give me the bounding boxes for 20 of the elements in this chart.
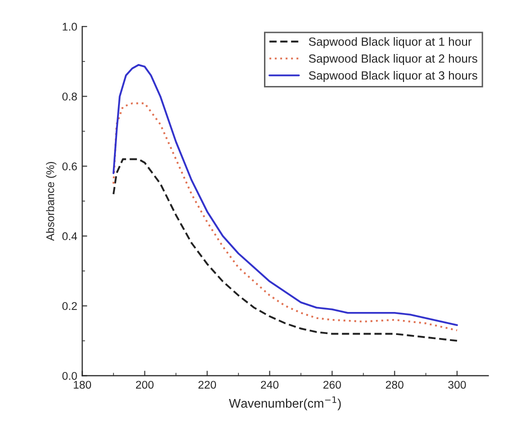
x-tick-label: 200 [136, 380, 154, 389]
x-tick-label: 280 [386, 380, 404, 389]
x-tick-label: 220 [198, 380, 216, 389]
y-tick-label: 0.8 [62, 92, 77, 100]
x-tick-label: 240 [260, 380, 278, 389]
line-series [112, 158, 458, 342]
x-axis-title: Wavenumber(cm$^{−1}$) [228, 396, 341, 410]
line-series [112, 102, 458, 332]
legend-label: Sapwood Black liquor at 3 hours [308, 70, 478, 82]
x-tick-label: 300 [448, 380, 466, 389]
y-axis-title: Absorbance (%) [46, 162, 56, 241]
y-tick-label: 1.0 [62, 22, 77, 31]
legend-label: Sapwood Black liquor at 2 hours [308, 54, 478, 66]
y-tick-label: 0.2 [62, 302, 77, 310]
y-tick-label: 0.0 [62, 372, 77, 380]
legend-label: Sapwood Black liquor at 1 hour [308, 37, 472, 48]
y-tick-label: 0.4 [62, 232, 78, 240]
x-tick-label: 260 [323, 380, 341, 389]
x-tick-label: 180 [74, 380, 92, 389]
y-tick-label: 0.6 [62, 162, 77, 170]
